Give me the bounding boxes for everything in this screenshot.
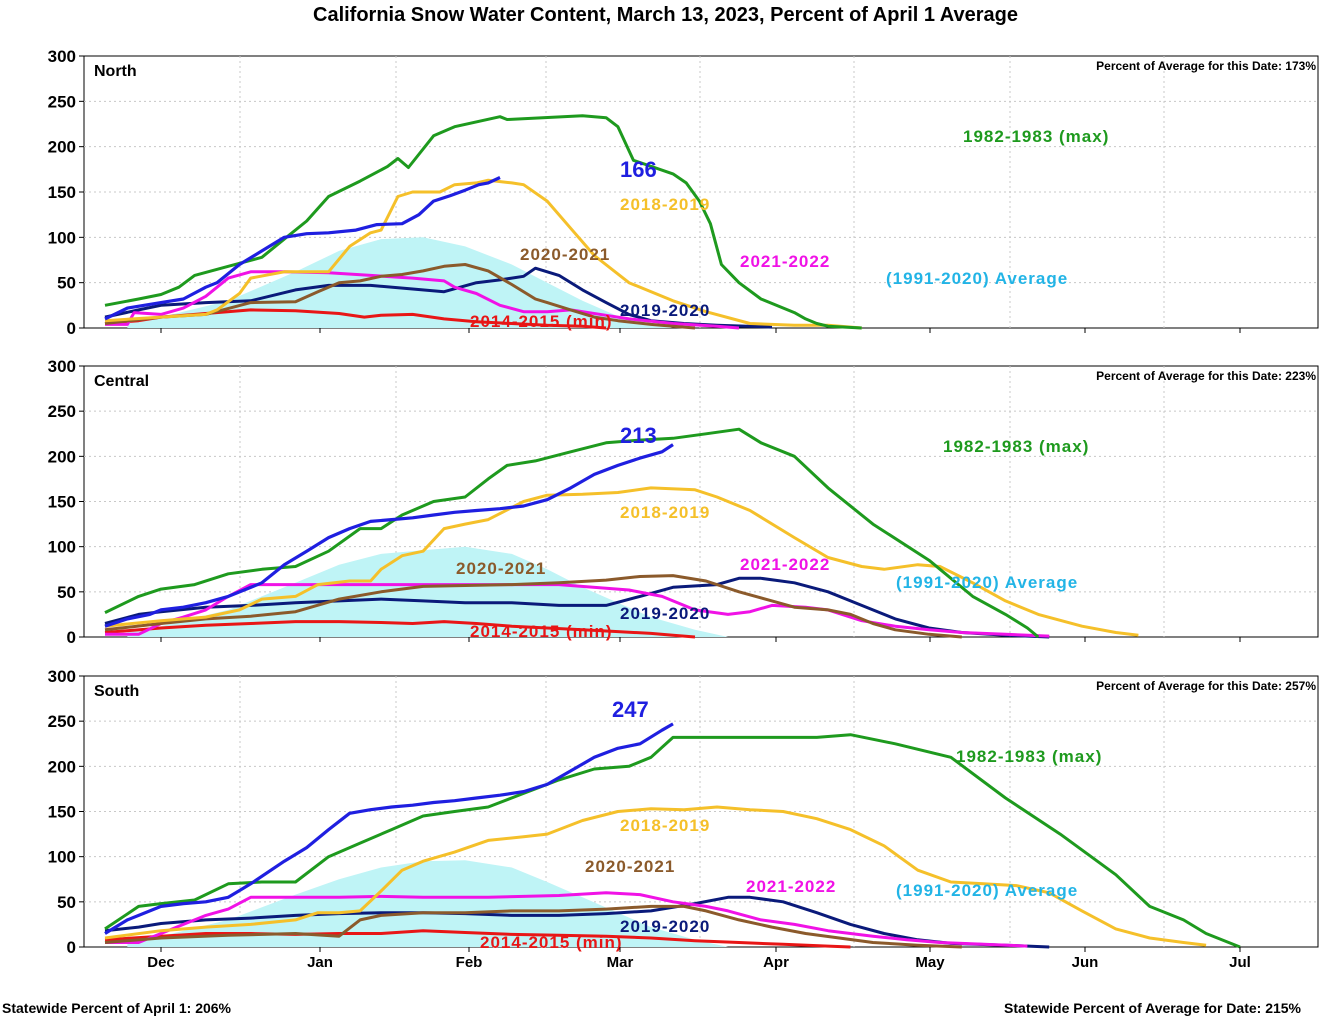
- y-tick-label: 50: [57, 274, 76, 293]
- series-label: 1982-1983 (max): [943, 437, 1089, 456]
- y-tick-label: 250: [48, 92, 76, 111]
- y-tick-label: 100: [48, 848, 76, 867]
- series-label: 2019-2020: [620, 604, 710, 623]
- series-label: 2021-2022: [740, 252, 830, 271]
- y-tick-label: 150: [48, 803, 76, 822]
- series-label: 2019-2020: [620, 301, 710, 320]
- series-line-2020-2021: [104, 904, 962, 949]
- series-line-1982-1983-max-: [104, 733, 1241, 949]
- x-tick-label: Jun: [1072, 954, 1099, 971]
- series-line-2018-2019: [104, 178, 862, 330]
- y-tick-label: 150: [48, 493, 76, 512]
- percent-of-average-subtitle: Percent of Average for this Date: 173%: [1096, 59, 1316, 73]
- current-value-label: 247: [612, 697, 649, 722]
- average-label: (1991-2020) Average: [886, 269, 1068, 288]
- series-line-2020-2021: [104, 263, 696, 330]
- series-line-2020-2021: [104, 574, 962, 639]
- y-tick-label: 200: [48, 757, 76, 776]
- series-line-2022-2023: [104, 443, 674, 628]
- average-label: (1991-2020) Average: [896, 881, 1078, 900]
- y-tick-label: 300: [48, 667, 76, 686]
- series-label: 2014-2015 (min): [470, 622, 613, 641]
- x-tick-label: Apr: [763, 954, 789, 971]
- series-label: 2021-2022: [740, 555, 830, 574]
- x-tick-label: May: [915, 954, 945, 971]
- y-tick-label: 200: [48, 138, 76, 157]
- series-label: 2021-2022: [746, 877, 836, 896]
- percent-of-average-subtitle: Percent of Average for this Date: 257%: [1096, 679, 1316, 693]
- series-line-2018-2019: [104, 805, 1207, 947]
- percent-of-average-subtitle: Percent of Average for this Date: 223%: [1096, 369, 1316, 383]
- y-tick-label: 300: [48, 357, 76, 376]
- series-label: 2018-2019: [620, 503, 710, 522]
- average-area: [127, 860, 729, 947]
- x-tick-label: Jan: [307, 954, 333, 971]
- chart-title: California Snow Water Content, March 13,…: [313, 4, 1018, 26]
- series-label: 2020-2021: [456, 559, 546, 578]
- y-tick-label: 50: [57, 583, 76, 602]
- average-label: (1991-2020) Average: [896, 573, 1078, 592]
- y-tick-label: 200: [48, 447, 76, 466]
- series-label: 2020-2021: [585, 857, 675, 876]
- y-tick-label: 150: [48, 183, 76, 202]
- series-label: 1982-1983 (max): [956, 747, 1102, 766]
- average-area: [127, 237, 674, 328]
- y-tick-label: 300: [48, 47, 76, 66]
- region-label: Central: [94, 373, 149, 390]
- series-line-2021-2022: [105, 583, 1050, 638]
- series-label: 2014-2015 (min): [470, 312, 613, 331]
- y-tick-label: 250: [48, 712, 76, 731]
- series-line-2021-2022: [105, 270, 740, 330]
- series-label: 2019-2020: [620, 917, 710, 936]
- series-line-2022-2023: [104, 722, 674, 935]
- statewide-date-percent: Statewide Percent of Average for Date: 2…: [1004, 1000, 1301, 1016]
- series-line-2019-2020: [104, 576, 1050, 639]
- series-line-2019-2020: [104, 266, 773, 329]
- series-label: 1982-1983 (max): [963, 127, 1109, 146]
- region-label: North: [94, 63, 137, 80]
- series-label: 2020-2021: [520, 245, 610, 264]
- series-line-2018-2019: [104, 486, 1139, 637]
- y-tick-label: 250: [48, 402, 76, 421]
- x-tick-label: Feb: [456, 954, 483, 971]
- statewide-april1-percent: Statewide Percent of April 1: 206%: [2, 1000, 231, 1016]
- series-line-1982-1983-max-: [104, 427, 1040, 639]
- series-line-2014-2015-min-: [104, 620, 696, 639]
- x-tick-label: Dec: [147, 954, 175, 971]
- series-line-2021-2022: [105, 891, 1028, 948]
- series-label: 2018-2019: [620, 816, 710, 835]
- series-label: 2014-2015 (min): [480, 933, 623, 952]
- x-tick-label: Jul: [1229, 954, 1251, 971]
- y-tick-label: 0: [67, 628, 76, 647]
- y-tick-label: 0: [67, 938, 76, 957]
- x-tick-label: Mar: [607, 954, 634, 971]
- series-label: 2018-2019: [620, 195, 710, 214]
- region-label: South: [94, 683, 139, 700]
- current-value-label: 166: [620, 157, 657, 182]
- series-line-2019-2020: [104, 895, 1050, 949]
- y-tick-label: 100: [48, 228, 76, 247]
- current-value-label: 213: [620, 423, 657, 448]
- y-tick-label: 100: [48, 538, 76, 557]
- y-tick-label: 0: [67, 319, 76, 338]
- series-line-2022-2023: [104, 176, 501, 321]
- y-tick-label: 50: [57, 893, 76, 912]
